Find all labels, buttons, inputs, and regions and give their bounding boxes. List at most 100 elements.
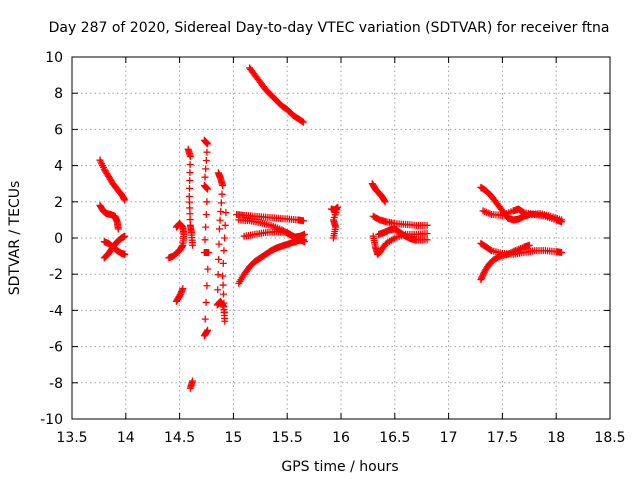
data-point — [215, 240, 223, 248]
series-arc-16.3-upper — [368, 180, 389, 206]
x-tick-label: 17.5 — [487, 430, 518, 446]
data-point — [189, 377, 197, 385]
data-point — [299, 118, 307, 126]
series-arc-13.7-mid-upper — [96, 201, 122, 233]
data-point — [202, 210, 210, 218]
data-point — [202, 165, 210, 173]
series-arc-15-upper — [233, 210, 307, 225]
axis-ticks — [71, 56, 611, 420]
data-point — [220, 247, 228, 255]
data-point — [221, 221, 229, 229]
data-point — [299, 236, 307, 244]
data-point — [423, 236, 431, 244]
x-tick-label: 14 — [117, 430, 135, 446]
series-arc-14.5-low — [172, 285, 187, 305]
data-point — [558, 218, 566, 226]
data-point — [205, 248, 213, 256]
series-arc-14.6 — [184, 145, 197, 249]
series-arc-15.9 — [327, 203, 342, 242]
data-point — [204, 140, 212, 148]
data-point — [185, 184, 193, 192]
data-point — [219, 272, 227, 280]
data-point — [189, 241, 197, 249]
data-point — [381, 198, 389, 206]
x-tick-label: 16.5 — [379, 430, 410, 446]
data-point — [299, 217, 307, 225]
data-point — [203, 282, 211, 290]
data-point — [121, 196, 129, 204]
data-point — [121, 250, 129, 258]
data-point — [220, 308, 228, 316]
data-point — [217, 208, 225, 216]
x-tick-label: 13.5 — [56, 430, 87, 446]
y-axis-label: SDTVAR / TECUs — [7, 181, 23, 296]
data-point — [214, 286, 222, 294]
data-point — [219, 182, 227, 190]
data-point — [186, 153, 194, 161]
data-point — [201, 173, 209, 181]
tick-labels: 13.5 14 14.5 15 15.5 16 16.5 17 17.5 18 18.5 -10 -8 -… — [40, 50, 625, 446]
series-arc-14.4-up — [165, 220, 188, 262]
data-point — [204, 326, 212, 334]
series-arc-15.15-high — [246, 64, 307, 126]
y-tick-label: 0 — [54, 231, 63, 247]
y-tick-label: -2 — [49, 267, 63, 283]
data-point — [202, 157, 210, 165]
data-point — [179, 285, 187, 293]
data-point — [519, 208, 527, 216]
data-point — [201, 236, 209, 244]
data-point — [214, 271, 222, 279]
data-point — [220, 290, 228, 298]
data-points — [96, 64, 566, 392]
y-tick-label: 2 — [54, 195, 63, 211]
series-arc-16.3-dip — [369, 229, 431, 258]
data-point — [121, 232, 129, 240]
x-axis-label: GPS time / hours — [281, 459, 398, 475]
x-tick-label: 15 — [224, 430, 242, 446]
series-arc-14.6-low — [186, 377, 197, 392]
data-point — [114, 225, 122, 233]
data-point — [300, 230, 308, 238]
x-tick-label: 16 — [332, 430, 350, 446]
data-point — [329, 234, 337, 242]
x-tick-label: 18 — [547, 430, 565, 446]
series-arc-13.7-high — [96, 156, 129, 204]
data-point — [507, 249, 515, 257]
data-point — [218, 190, 226, 198]
data-point — [202, 223, 210, 231]
y-tick-label: -8 — [49, 376, 63, 392]
data-point — [172, 223, 180, 231]
data-point — [202, 298, 210, 306]
series-arc-17.3-lower-b — [477, 241, 533, 284]
data-point — [222, 209, 230, 217]
data-point — [203, 198, 211, 206]
data-point — [504, 250, 512, 258]
data-point — [204, 185, 212, 193]
data-point — [186, 168, 194, 176]
data-point — [558, 248, 566, 256]
data-point — [186, 161, 194, 169]
data-point — [298, 117, 306, 125]
y-tick-label: 10 — [45, 50, 63, 66]
data-point — [423, 229, 431, 237]
series-arc-14.75 — [200, 136, 213, 340]
data-point — [423, 221, 431, 229]
data-point — [525, 241, 533, 249]
data-point — [204, 265, 212, 273]
data-point — [508, 248, 516, 256]
data-point — [216, 216, 224, 224]
data-point — [487, 246, 495, 254]
x-tick-label: 17 — [440, 430, 458, 446]
data-point — [215, 255, 223, 263]
data-point — [219, 281, 227, 289]
series-arc-16.3-band-a — [369, 212, 431, 229]
series-arc-14.85 — [213, 169, 230, 325]
series-arc-17.3-mid — [479, 205, 566, 226]
x-tick-label: 15.5 — [272, 430, 303, 446]
y-tick-label: -10 — [40, 412, 63, 428]
y-tick-label: 6 — [54, 122, 63, 138]
data-point — [220, 299, 228, 307]
series-arc-15-rise — [235, 236, 307, 287]
data-point — [201, 315, 209, 323]
